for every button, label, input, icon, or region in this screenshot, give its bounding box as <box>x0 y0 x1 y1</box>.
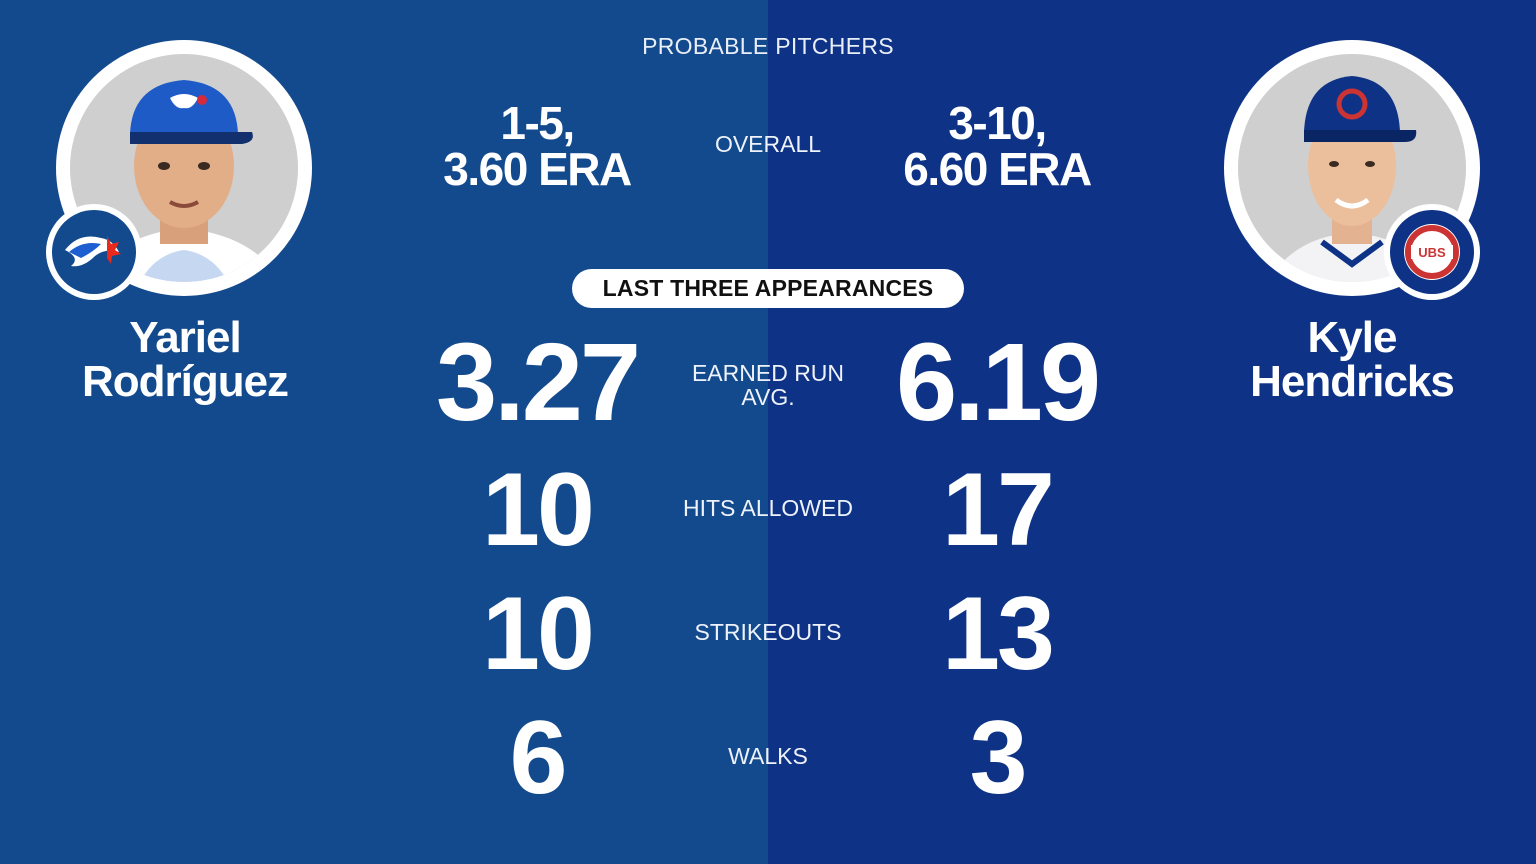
graphic-title: PROBABLE PITCHERS <box>642 33 894 59</box>
left-overall-line1: 1-5, <box>500 97 575 149</box>
left-era-value: 3.27 <box>435 321 641 444</box>
right-walks-value: 3 <box>969 700 1028 816</box>
last-three-appearances-badge: LAST THREE APPEARANCES <box>572 269 964 308</box>
strikeouts-label: STRIKEOUTS <box>694 619 842 645</box>
right-pitcher-last-name: Hendricks <box>1250 357 1455 406</box>
left-overall-record: 1-5, 3.60 ERA <box>327 100 747 192</box>
right-pitcher-first-name: Kyle <box>1307 313 1398 362</box>
cubs-logo-icon: UBS <box>1384 204 1480 300</box>
era-label: EARNED RUN AVG. <box>618 361 918 409</box>
left-pitcher-last-name: Rodríguez <box>81 357 289 406</box>
right-era-value: 6.19 <box>895 321 1101 444</box>
right-pitcher-name: Kyle Hendricks <box>1202 316 1502 404</box>
hits-allowed-label: HITS ALLOWED <box>683 495 853 521</box>
right-strikeouts-value: 13 <box>942 576 1055 692</box>
blue-jays-logo-icon <box>46 204 142 300</box>
left-pitcher-name: Yariel Rodríguez <box>35 316 335 404</box>
left-pitcher-first-name: Yariel <box>129 313 241 362</box>
svg-text:UBS: UBS <box>1418 245 1446 260</box>
right-overall-line1: 3-10, <box>948 97 1047 149</box>
left-hits-value: 10 <box>482 452 595 568</box>
left-walks-value: 6 <box>509 700 568 816</box>
left-strikeouts-value: 10 <box>482 576 595 692</box>
right-overall-record: 3-10, 6.60 ERA <box>787 100 1207 192</box>
era-label-line1: EARNED RUN <box>691 360 845 386</box>
walks-label: WALKS <box>728 743 808 769</box>
right-overall-line2: 6.60 ERA <box>903 143 1092 195</box>
era-label-line2: AVG. <box>741 384 795 410</box>
right-hits-value: 17 <box>942 452 1055 568</box>
left-overall-line2: 3.60 ERA <box>443 143 632 195</box>
overall-label: OVERALL <box>714 131 822 157</box>
